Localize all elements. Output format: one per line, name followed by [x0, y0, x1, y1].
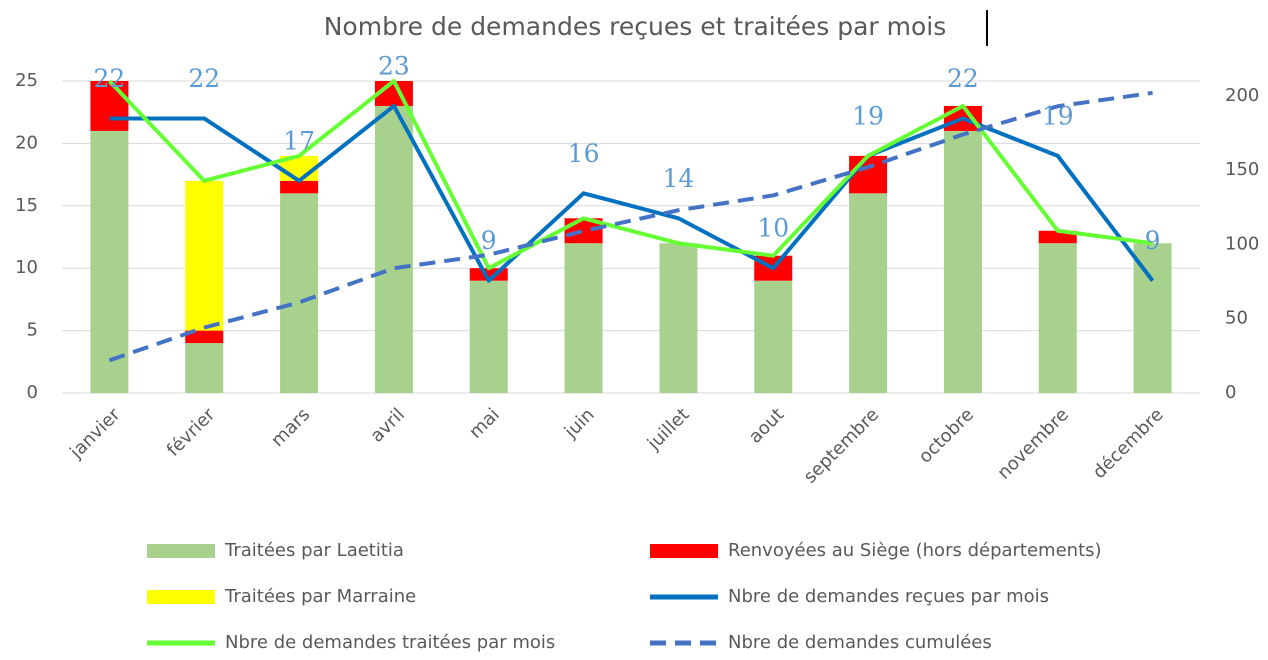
- x-tick-label: mai: [465, 404, 504, 443]
- bar-segment: [469, 280, 508, 393]
- data-label: 14: [663, 164, 695, 193]
- y2-tick-label: 150: [1225, 159, 1259, 180]
- x-tick-label: novembre: [993, 404, 1072, 483]
- bar-segment: [185, 330, 224, 344]
- data-label: 23: [378, 51, 410, 80]
- legend-label: Nbre de demandes reçues par mois: [728, 586, 1049, 607]
- bar-segment: [849, 193, 888, 393]
- y-tick-label: 5: [27, 320, 38, 341]
- bar-segment: [374, 105, 413, 394]
- data-label: 16: [568, 139, 600, 168]
- x-tick-label: septembre: [800, 404, 883, 487]
- y-tick-label: 15: [15, 195, 38, 216]
- x-tick-label: février: [163, 404, 220, 461]
- data-label: 10: [757, 214, 789, 243]
- legend-label: Nbre de demandes cumulées: [728, 632, 992, 653]
- line-series: [107, 79, 1153, 271]
- legend-swatch: [147, 590, 215, 604]
- line-series: [109, 103, 1155, 283]
- bar-segment: [185, 180, 224, 331]
- legend-label: Renvoyées au Siège (hors départements): [728, 540, 1102, 561]
- data-label: 22: [94, 64, 126, 93]
- y-tick-label: 25: [15, 70, 38, 91]
- y2-tick-label: 100: [1225, 233, 1259, 254]
- bar-segment: [1133, 243, 1172, 393]
- x-tick-label: avril: [366, 404, 408, 446]
- bar-segment: [754, 280, 793, 393]
- legend-label: Traitées par Laetitia: [224, 540, 404, 561]
- legend-label: Nbre de demandes traitées par mois: [225, 632, 555, 653]
- x-tick-label: mars: [267, 404, 314, 451]
- bar-segment: [1038, 243, 1077, 393]
- x-tick-label: octobre: [915, 404, 978, 467]
- line-series: [108, 90, 1153, 363]
- legend-swatch: [147, 544, 215, 558]
- y-tick-label: 0: [27, 382, 38, 403]
- bar-segment: [185, 343, 224, 393]
- x-tick-label: décembre: [1089, 404, 1168, 483]
- y-tick-label: 10: [15, 257, 38, 278]
- bar-segment: [90, 130, 129, 394]
- legend-label: Traitées par Marraine: [224, 586, 416, 607]
- bar-segment: [280, 193, 319, 393]
- bar-segment: [280, 180, 319, 194]
- x-tick-label: aout: [745, 404, 788, 447]
- y2-tick-label: 200: [1225, 85, 1259, 106]
- legend-swatch: [650, 544, 718, 558]
- data-label: 9: [1145, 226, 1161, 255]
- bar-segment: [90, 81, 129, 131]
- y2-tick-label: 0: [1225, 382, 1236, 403]
- bar-segment: [564, 243, 603, 393]
- data-label: 9: [481, 226, 497, 255]
- y-tick-label: 20: [15, 132, 38, 153]
- bar-segment: [943, 130, 982, 394]
- data-label: 19: [852, 101, 884, 130]
- data-label: 19: [1042, 101, 1074, 130]
- x-tick-label: janvier: [65, 404, 125, 464]
- data-label: 22: [188, 64, 220, 93]
- chart-title: Nombre de demandes reçues et traitées pa…: [324, 12, 947, 41]
- data-label: 17: [283, 126, 315, 155]
- x-tick-label: juin: [560, 404, 599, 443]
- y2-tick-label: 50: [1225, 308, 1248, 329]
- bar-segment: [659, 243, 698, 393]
- bar-segment: [849, 155, 888, 194]
- x-tick-label: juillet: [643, 404, 694, 455]
- data-label: 22: [947, 64, 979, 93]
